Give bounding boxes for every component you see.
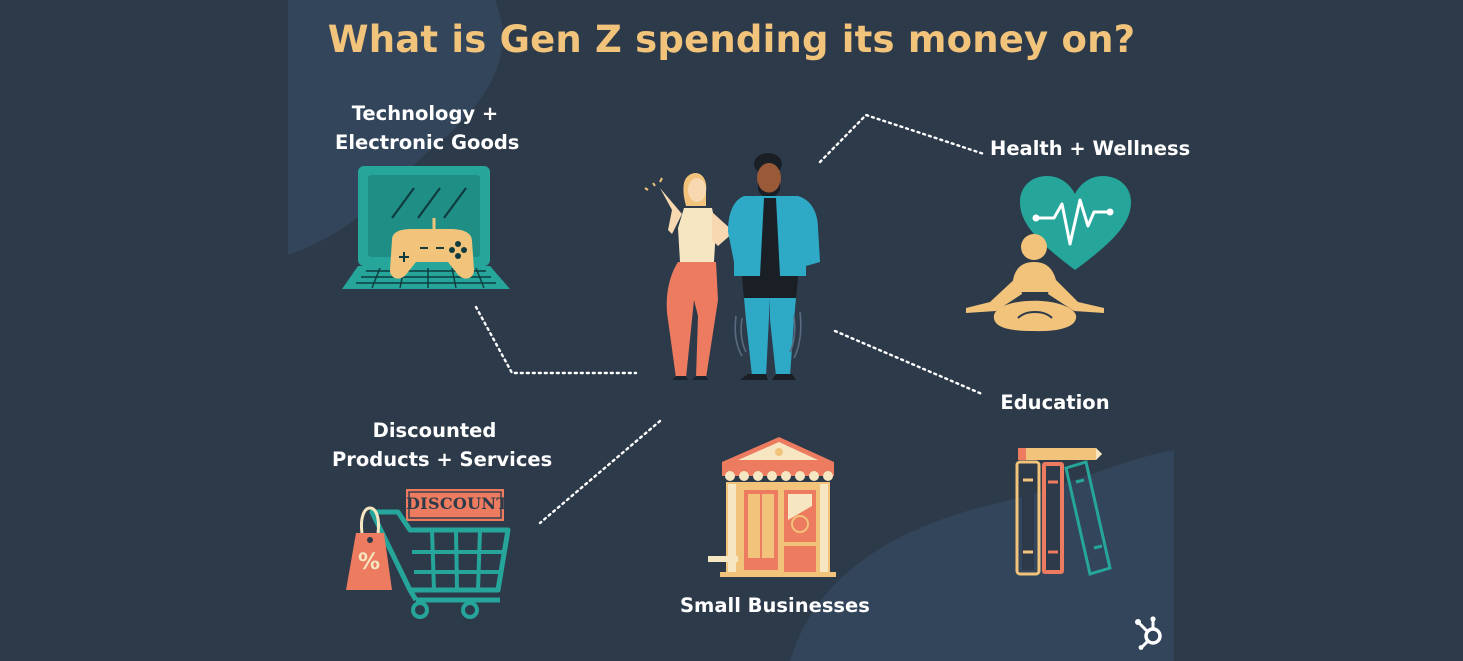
storefront-icon	[708, 437, 836, 577]
connector-health	[818, 113, 986, 164]
books-pencil-icon	[1015, 448, 1112, 576]
label-discounted-line2: Products + Services	[332, 448, 553, 471]
hubspot-sprocket-icon	[1135, 616, 1162, 650]
connector-technology	[474, 305, 638, 375]
laptop-gamepad-icon	[342, 166, 510, 289]
label-health: Health + Wellness	[990, 137, 1191, 160]
discount-sign-text: DISCOUNT	[406, 494, 509, 513]
discount-tag-symbol: %	[357, 550, 381, 575]
label-technology: Technology + Electronic Goods	[335, 99, 520, 157]
label-technology-line2: Electronic Goods	[335, 131, 520, 154]
discount-cart-icon	[346, 489, 511, 619]
label-discounted-line1: Discounted	[372, 419, 497, 442]
connector-discounted	[538, 419, 662, 525]
label-technology-line1: Technology +	[351, 102, 499, 125]
background-blob-top-left	[288, 0, 503, 255]
label-discounted: Discounted Products + Services	[332, 416, 553, 474]
couple-illustration	[644, 153, 820, 380]
heart-meditation-icon	[966, 176, 1131, 332]
connector-lines	[474, 113, 986, 525]
infographic-title: What is Gen Z spending its money on?	[327, 18, 1136, 61]
label-small-business: Small Businesses	[680, 594, 870, 617]
background-blob-bottom-right	[790, 450, 1174, 661]
label-education: Education	[1000, 391, 1110, 414]
connector-education	[833, 329, 984, 396]
